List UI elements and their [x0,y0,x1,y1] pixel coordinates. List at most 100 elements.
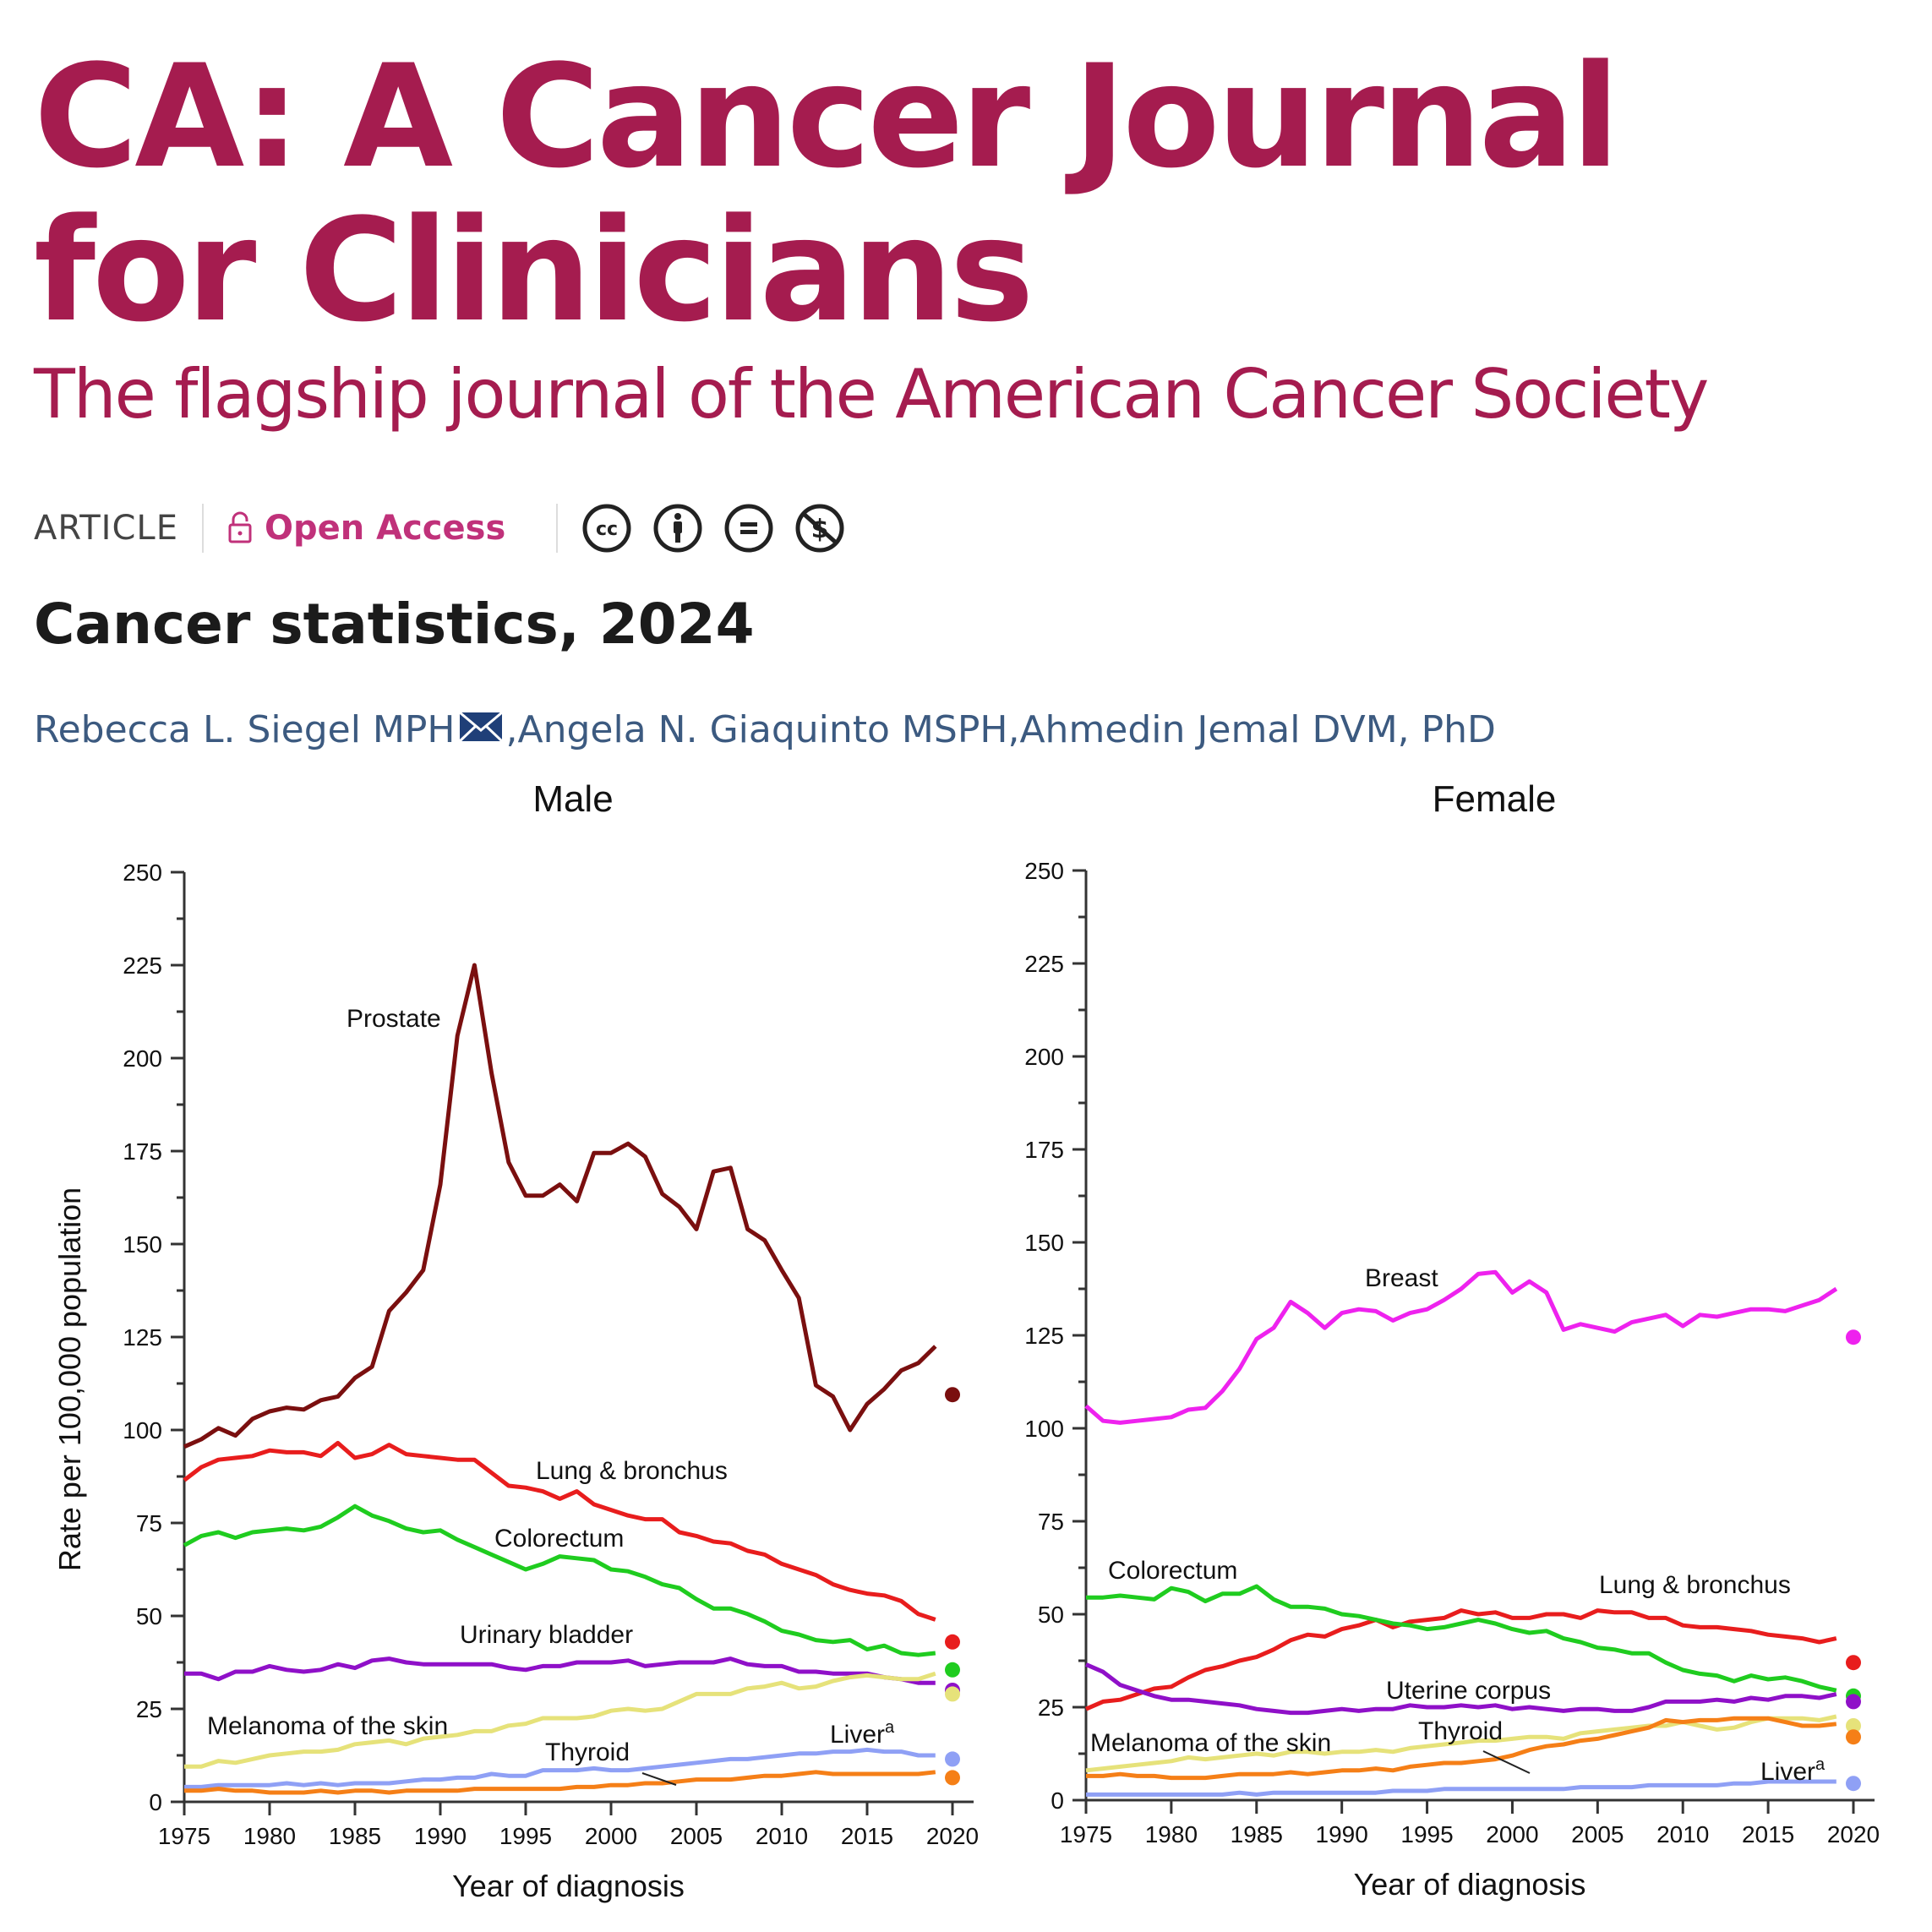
series-line-liver [1086,1779,1836,1797]
point-2020-liver [1846,1776,1861,1792]
article-type: ARTICLE [34,509,178,548]
series-label: Colorectum [1108,1557,1237,1585]
author-list: Rebecca L. Siegel MPH , Angela N. Giaqui… [34,708,1496,751]
y-tick-label: 50 [136,1603,162,1629]
x-tick-label: 2015 [1742,1821,1794,1847]
chart-title: Female [1433,778,1557,820]
y-tick-label: 100 [123,1417,162,1444]
lock-open-icon [228,511,252,543]
y-tick-label: 175 [123,1138,162,1165]
x-tick-label: 1985 [329,1823,381,1849]
author-link[interactable]: Rebecca L. Siegel MPH [34,708,456,751]
series-line-thyroid [184,1770,936,1795]
open-access-badge[interactable]: Open Access [227,509,505,548]
license-icons[interactable]: cc $ [581,503,845,554]
mail-icon[interactable] [458,708,503,751]
journal-title-line2: for Clinicians [34,188,1034,353]
x-axis-label: Year of diagnosis [1354,1867,1586,1902]
chart-female: Female 0 25 50 75 100 125 150 175 200 225 250 1975 19… [1024,778,1880,1902]
series-line-urinary-bladder [184,1656,936,1685]
x-tick-label: 1985 [1231,1821,1283,1847]
thyroid-leader-line [641,1772,677,1786]
x-tick-label: 2005 [1571,1821,1624,1847]
series-line-prostate [183,963,937,1449]
y-tick-label: 0 [1051,1787,1064,1814]
series-label: Livera [830,1718,895,1749]
thyroid-leader-line [1482,1750,1531,1774]
series-label: Melanoma of the skin [1090,1729,1331,1757]
author-separator: , [1007,708,1020,751]
author-link[interactable]: Angela N. Giaquinto MSPH [517,708,1008,751]
x-tick-label: 1990 [414,1823,467,1849]
x-tick-label: 1975 [158,1823,210,1849]
x-tick-label: 1980 [1145,1821,1198,1847]
label-superscript: a [1815,1755,1826,1774]
series-line-colorectum [183,1504,936,1657]
point-2020-melanoma-of-the-skin [1846,1718,1861,1733]
point-2020-lung-bronchus [945,1634,960,1650]
series-label: Colorectum [494,1525,624,1553]
x-tick-label: 1990 [1316,1821,1368,1847]
series-line-melanoma-of-the-skin [184,1671,936,1769]
cc-by-icon[interactable] [652,503,703,554]
series-line-lung-bronchus [1085,1608,1837,1711]
y-axis-label: Rate per 100,000 population [52,1187,87,1571]
x-tick-label: 2010 [1656,1821,1709,1847]
series-label: Livera [1760,1755,1826,1786]
series-label: Melanoma of the skin [207,1712,448,1740]
series-line-thyroid [1086,1716,1837,1781]
y-tick-label: 200 [123,1045,162,1072]
point-2020-prostate [945,1387,960,1403]
y-tick-label: 250 [1024,858,1064,884]
point-2020-thyroid [945,1770,960,1786]
y-tick-label: 175 [1024,1137,1064,1163]
y-tick-label: 200 [1024,1044,1064,1070]
svg-text:cc: cc [596,519,618,540]
y-tick-label: 75 [136,1510,162,1536]
series-line-uterine-corpus [1085,1662,1837,1716]
point-2020-colorectum [945,1662,960,1678]
y-tick-label: 25 [1038,1695,1064,1721]
point-2020-liver [945,1751,960,1767]
x-tick-label: 1995 [1400,1821,1453,1847]
label-superscript: a [885,1718,895,1737]
point-2020-breast [1846,1329,1861,1345]
chart-male: Male 0 25 50 75 100 125 150 175 200 225 250 1975 1980… [52,778,979,1903]
x-tick-label: 2000 [1486,1821,1538,1847]
open-access-label: Open Access [264,509,506,548]
series-label: Lung & bronchus [1599,1571,1791,1599]
series-label: Lung & bronchus [536,1457,728,1485]
y-tick-label: 50 [1038,1602,1064,1628]
y-tick-label: 100 [1024,1416,1064,1442]
y-tick-label: 25 [136,1696,162,1722]
cc-nd-icon[interactable] [723,503,774,554]
x-tick-label: 2005 [670,1823,723,1849]
series-label: Uterine corpus [1386,1677,1551,1705]
y-tick-label: 150 [1024,1230,1064,1256]
journal-title-line1: CA: A Cancer Journal [34,34,1620,199]
point-2020-lung-bronchus [1846,1655,1861,1671]
y-tick-label: 125 [1024,1323,1064,1349]
series-label: Breast [1365,1264,1438,1292]
x-tick-label: 2000 [585,1823,637,1849]
series-label: Thyroid [545,1738,630,1766]
article-meta-bar: ARTICLE Open Access cc $ [34,503,845,554]
series-label: Prostate [347,1005,441,1033]
series-line-melanoma-of-the-skin [1085,1714,1837,1773]
series-label: Urinary bladder [460,1621,633,1649]
x-tick-label: 2010 [756,1823,808,1849]
x-tick-label: 1980 [243,1823,296,1849]
cc-icon[interactable]: cc [581,503,632,554]
series-line-lung-bronchus [183,1440,936,1622]
y-tick-label: 0 [149,1789,162,1815]
cc-nc-icon[interactable]: $ [794,503,845,554]
point-2020-melanoma-of-the-skin [945,1686,960,1702]
y-tick-label: 125 [123,1324,162,1351]
author-link[interactable]: Ahmedin Jemal DVM, PhD [1019,708,1496,751]
x-tick-label: 2015 [841,1823,893,1849]
article-title: Cancer statistics, 2024 [34,592,755,657]
x-tick-label: 2020 [1827,1821,1880,1847]
x-tick-label: 2020 [926,1823,979,1849]
x-tick-label: 1995 [499,1823,552,1849]
